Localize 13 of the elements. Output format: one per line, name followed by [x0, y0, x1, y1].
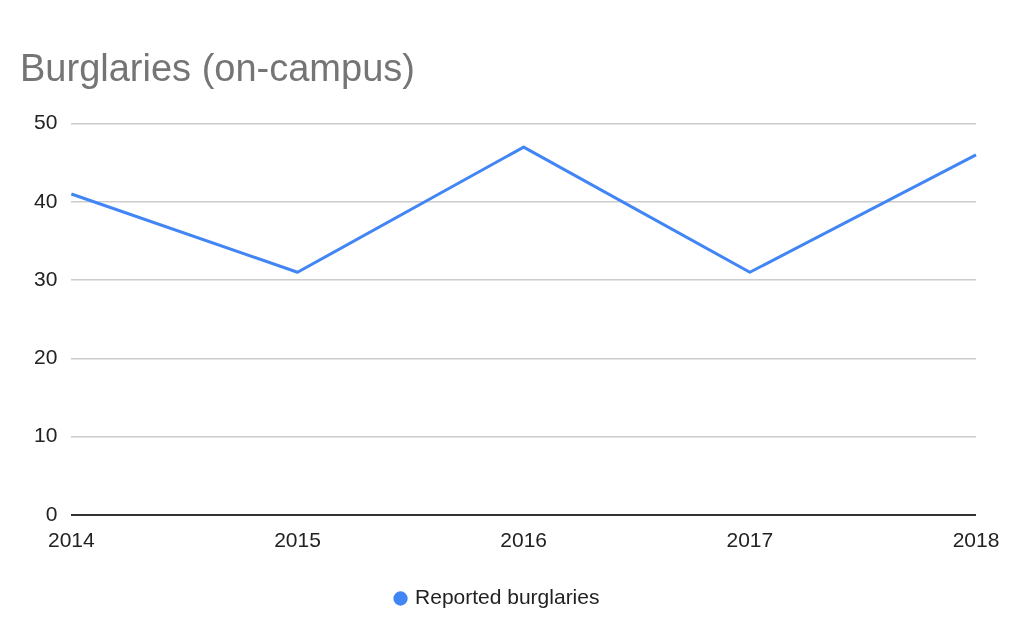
legend-label: Reported burglaries [415, 585, 600, 609]
x-tick-label: 2018 [952, 528, 1000, 552]
y-tick-label: 40 [34, 188, 58, 212]
y-tick-label: 50 [34, 110, 58, 134]
chart-title: Burglaries (on-campus) [20, 47, 415, 90]
y-tick-label: 20 [34, 345, 58, 369]
y-tick-label: 0 [45, 501, 58, 525]
x-tick-label: 2017 [726, 528, 774, 552]
y-tick-label: 30 [34, 266, 58, 290]
x-tick-label: 2014 [48, 528, 96, 552]
x-tick-label: 2016 [500, 528, 548, 552]
x-tick-label: 2015 [274, 528, 321, 552]
y-tick-label: 10 [34, 423, 58, 447]
